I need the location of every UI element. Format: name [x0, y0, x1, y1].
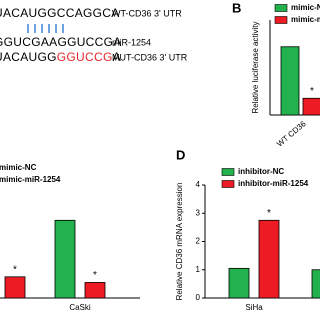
sequence-part: A	[113, 50, 121, 64]
sequence: UACAUGGGGUCCGA	[0, 50, 121, 64]
y-tick-label: 3	[196, 208, 201, 217]
sequence-label: miR-1254	[112, 37, 151, 47]
bar	[4, 276, 26, 299]
significance-mark: *	[267, 208, 271, 219]
y-axis-label: Relative CD36 mRNA expression	[175, 183, 184, 301]
bar	[258, 219, 280, 299]
legend-label: mimic-NC	[0, 163, 37, 172]
bar	[228, 267, 250, 299]
x-tick-label: CaSki	[69, 303, 91, 312]
panel-label: D	[176, 147, 185, 162]
significance-mark: *	[93, 270, 97, 281]
legend-label: inhibitor-miR-1254	[238, 179, 309, 188]
sequence: GGUCGAAGGUCCGA	[0, 35, 122, 49]
sequence-label: WT-CD36 3' UTR	[112, 8, 182, 18]
sequence-part: GGUCGAAGGUCCGA	[0, 35, 122, 49]
sequence-part: GGUCCG	[57, 50, 113, 64]
panel-label: B	[232, 0, 241, 15]
y-tick-label: 4	[196, 180, 201, 189]
x-tick-label: SiHa	[245, 303, 263, 312]
legend-swatch	[221, 180, 235, 188]
y-tick-label: 2	[196, 237, 201, 246]
bar	[84, 282, 106, 299]
significance-mark: *	[13, 264, 17, 275]
legend-swatch	[274, 16, 288, 24]
legend-label: mimic-miR-1254	[291, 15, 320, 24]
sequence-part: UACAUGG	[0, 50, 57, 64]
bar	[302, 97, 320, 116]
legend-label: mimic-NC	[291, 3, 320, 12]
significance-mark: *	[310, 86, 314, 97]
bar	[311, 269, 320, 299]
pairing-lines	[27, 24, 64, 33]
y-tick-label: 1	[196, 265, 201, 274]
bar	[54, 219, 76, 299]
x-tick-label: WT CD36	[275, 119, 308, 149]
legend-label: mimic-miR-1254	[0, 175, 61, 184]
bar	[280, 46, 300, 116]
y-axis-label: Relative luciferase activity	[251, 21, 260, 113]
sequence-part: UACAUGGCCAGGCA	[0, 6, 120, 20]
sequence: UACAUGGCCAGGCA	[0, 6, 120, 20]
sequence-label: MUT-CD36 3' UTR	[112, 52, 188, 62]
legend-swatch	[274, 4, 288, 12]
y-tick-label: 0	[196, 293, 201, 302]
legend-label: inhibitor-NC	[238, 167, 284, 176]
legend-swatch	[221, 168, 235, 176]
